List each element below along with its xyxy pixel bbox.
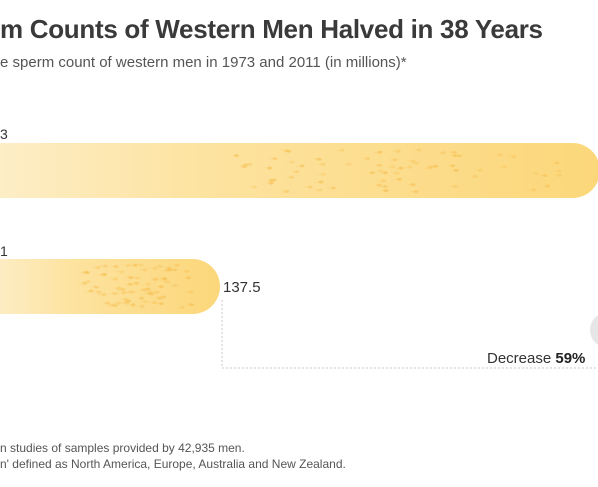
footnote-1: n studies of samples provided by 42,935 …	[0, 441, 245, 455]
category-label-2011: 1	[0, 243, 8, 259]
bar-2011	[0, 259, 220, 314]
bar-1973	[0, 143, 598, 198]
decrease-value: 59%	[555, 350, 586, 367]
footnote-2: n' defined as North America, Europe, Aus…	[0, 457, 346, 471]
category-label-1973: 3	[0, 126, 8, 142]
side-button[interactable]	[590, 312, 598, 348]
decrease-annotation: Decrease 59%	[487, 350, 585, 367]
decrease-label: Decrease	[487, 350, 552, 367]
chart-title: m Counts of Western Men Halved in 38 Yea…	[0, 14, 543, 44]
value-label-2011: 137.5	[223, 279, 261, 296]
chart-subtitle: e sperm count of western men in 1973 and…	[0, 54, 407, 71]
decrease-guide-line	[221, 300, 596, 369]
